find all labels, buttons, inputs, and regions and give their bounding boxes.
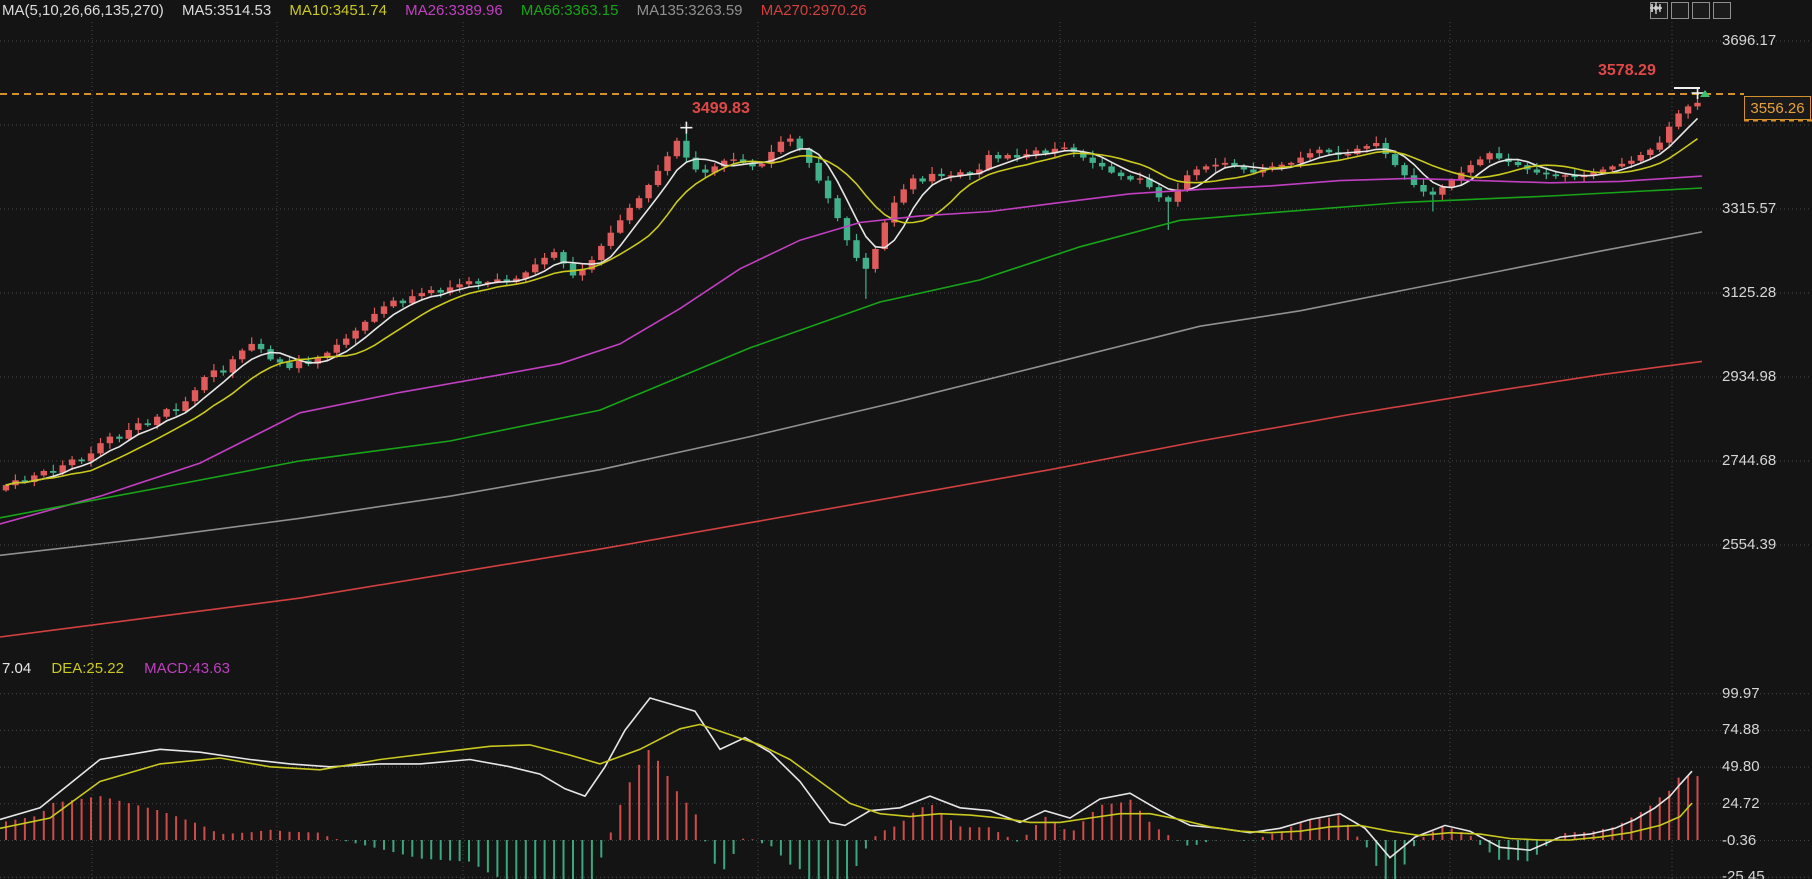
price-axis-tick: 3315.57 — [1722, 200, 1777, 217]
price-axis-tick: 2744.68 — [1722, 452, 1777, 469]
price-axis-tick: 3125.28 — [1722, 284, 1777, 301]
dea-value: DEA:25.22 — [51, 660, 124, 677]
price-axis-tick: 3696.17 — [1722, 32, 1777, 49]
last-price-badge: 3556.26 — [1744, 96, 1811, 120]
macd-axis-tick: -0.36 — [1722, 831, 1757, 849]
price-axis-tick: 2554.39 — [1722, 536, 1777, 553]
zoom-out-icon[interactable] — [1651, 2, 1689, 19]
pan-crosshair-icon[interactable] — [1650, 2, 1668, 19]
ma135-value: MA135:3263.59 — [636, 2, 743, 19]
ma270-value: MA270:2970.26 — [760, 2, 867, 19]
macd-axis-tick: -25.45 — [1722, 868, 1765, 879]
dif-value: 7.04 — [2, 660, 32, 677]
high-price-annotation: 3499.83 — [692, 100, 750, 117]
high-price-annotation: 3578.29 — [1598, 62, 1656, 79]
macd-legend: 7.04 DEA:25.22 MACD:43.63 — [2, 660, 246, 677]
macd-axis-tick: 99.97 — [1722, 684, 1760, 702]
ma-legend: MA(5,10,26,66,135,270) MA5:3514.53 MA10:… — [2, 2, 881, 19]
macd-axis-tick: 74.88 — [1722, 721, 1760, 739]
ma10-value: MA10:3451.74 — [289, 2, 387, 19]
macd-axis-tick: 49.80 — [1722, 758, 1760, 776]
ma-params-label: MA(5,10,26,66,135,270) — [2, 2, 164, 19]
chart-toolbar — [1650, 2, 1731, 19]
zoom-in-icon[interactable] — [1651, 2, 1710, 19]
macd-axis-tick: 24.72 — [1722, 794, 1760, 812]
price-axis-tick: 2934.98 — [1722, 368, 1777, 385]
ma26-value: MA26:3389.96 — [405, 2, 503, 19]
macd-value: MACD:43.63 — [144, 660, 230, 677]
ma5-value: MA5:3514.53 — [181, 2, 272, 19]
exit-icon[interactable] — [1651, 2, 1731, 19]
ma66-value: MA66:3363.15 — [520, 2, 619, 19]
